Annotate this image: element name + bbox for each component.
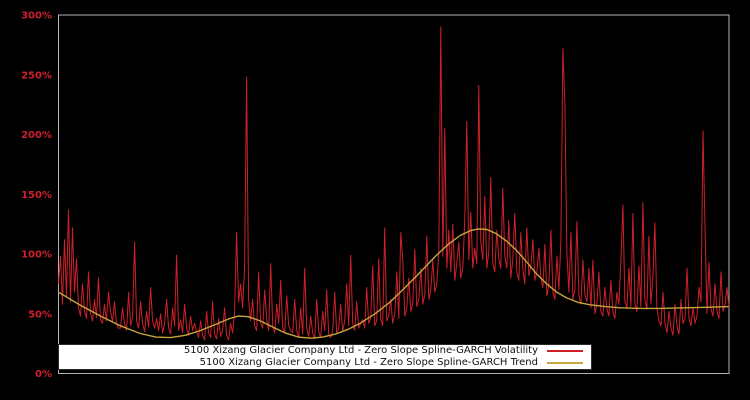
legend-label-volatility: 5100 Xizang Glacier Company Ltd - Zero S…: [183, 345, 538, 356]
y-tick-label-50: 50%: [28, 309, 52, 320]
legend-line-sample-trend: [547, 362, 583, 364]
legend-row-trend: 5100 Xizang Glacier Company Ltd - Zero S…: [63, 357, 583, 369]
plot-border: [58, 14, 730, 374]
y-tick-label-150: 150%: [21, 190, 52, 201]
y-tick-label-200: 200%: [21, 130, 52, 141]
legend-line-sample-volatility: [547, 350, 583, 352]
legend: 5100 Xizang Glacier Company Ltd - Zero S…: [58, 344, 592, 370]
trend-line: [58, 228, 730, 339]
volatility-line: [58, 26, 730, 341]
y-tick-label-250: 250%: [21, 70, 52, 81]
y-tick-label-100: 100%: [21, 250, 52, 261]
y-tick-label-300: 300%: [21, 11, 52, 22]
legend-row-volatility: 5100 Xizang Glacier Company Ltd - Zero S…: [63, 345, 583, 357]
y-tick-label-0: 0%: [35, 369, 52, 380]
y-axis-tick-labels: 0% 50% 100% 150% 200% 250% 300%: [21, 11, 52, 381]
legend-label-trend: 5100 Xizang Glacier Company Ltd - Zero S…: [199, 357, 538, 368]
